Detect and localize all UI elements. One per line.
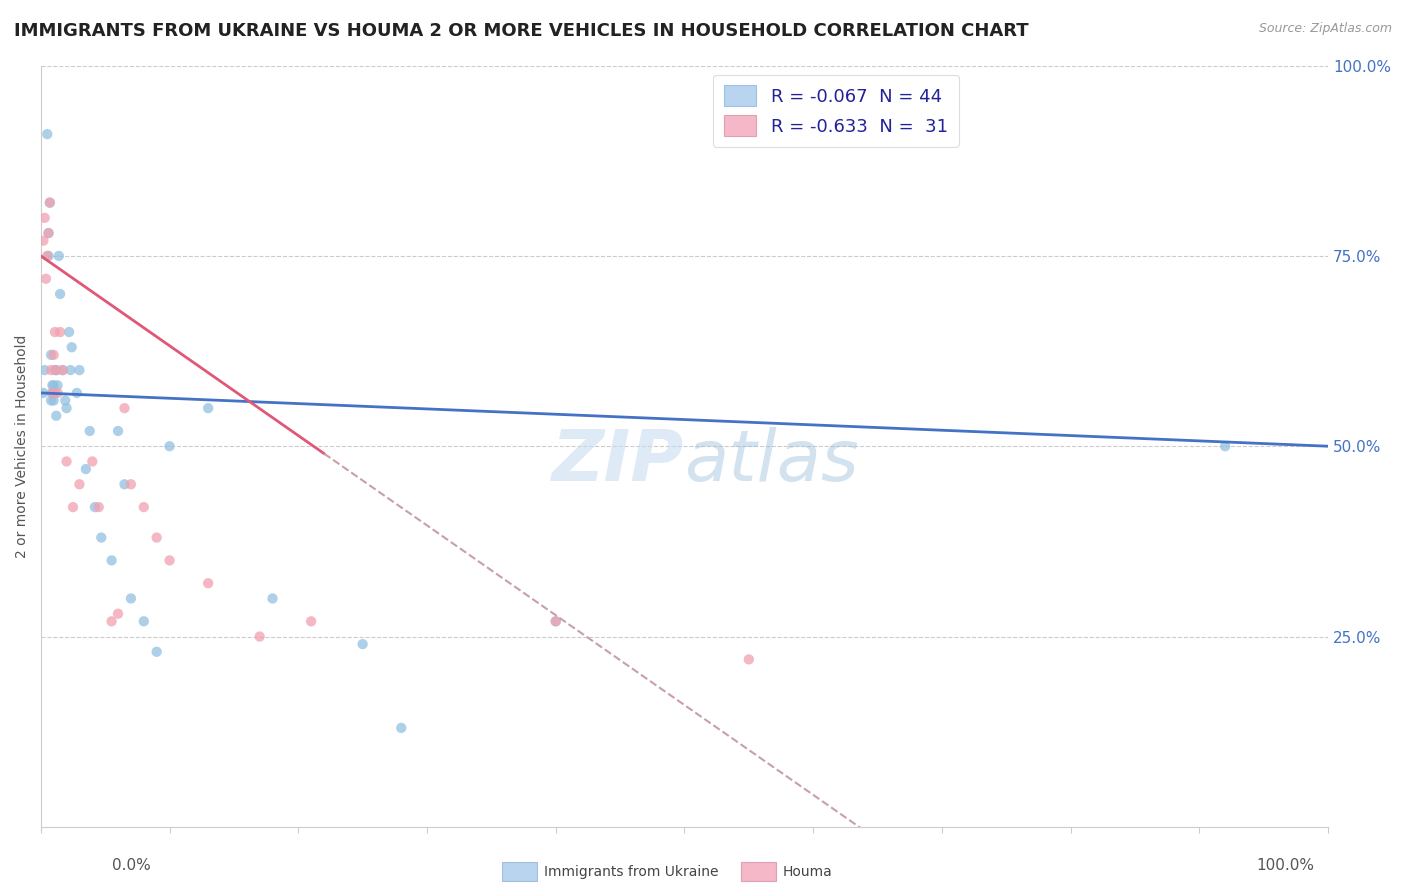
Point: [41, 386, 63, 401]
Point: [114, 477, 136, 491]
Text: Houma: Houma: [783, 865, 832, 880]
Point: [44, 363, 66, 377]
Point: [120, 591, 142, 606]
Point: [37, 127, 59, 141]
Point: [44, 386, 66, 401]
Point: [299, 615, 322, 629]
Point: [120, 477, 142, 491]
Point: [59, 363, 82, 377]
Point: [145, 531, 167, 545]
Point: [34, 211, 56, 225]
Point: [32, 386, 55, 401]
Point: [45, 363, 67, 377]
Point: [42, 378, 65, 392]
Point: [262, 591, 284, 606]
Point: [132, 500, 155, 515]
Point: [67, 477, 90, 491]
Point: [544, 615, 567, 629]
Point: [132, 615, 155, 629]
Point: [34, 363, 56, 377]
Legend: R = -0.067  N = 44, R = -0.633  N =  31: R = -0.067 N = 44, R = -0.633 N = 31: [713, 75, 959, 147]
Point: [55, 454, 77, 468]
Point: [45, 409, 67, 423]
Point: [39, 348, 62, 362]
Point: [197, 401, 219, 416]
Text: atlas: atlas: [685, 427, 859, 496]
Point: [90, 531, 112, 545]
Text: IMMIGRANTS FROM UKRAINE VS HOUMA 2 OR MORE VEHICLES IN HOUSEHOLD CORRELATION CHA: IMMIGRANTS FROM UKRAINE VS HOUMA 2 OR MO…: [14, 22, 1029, 40]
Point: [39, 363, 62, 377]
Point: [79, 424, 101, 438]
Point: [52, 363, 75, 377]
Point: [107, 424, 129, 438]
Point: [87, 500, 110, 515]
Point: [1213, 439, 1236, 453]
Point: [45, 363, 67, 377]
Point: [55, 401, 77, 416]
Point: [544, 615, 567, 629]
Point: [32, 234, 55, 248]
Point: [249, 630, 271, 644]
Point: [197, 576, 219, 591]
Point: [38, 195, 60, 210]
Point: [352, 637, 374, 651]
Text: ZIP: ZIP: [553, 427, 685, 496]
Point: [52, 363, 75, 377]
Point: [38, 226, 60, 240]
Point: [58, 325, 80, 339]
Point: [62, 500, 84, 515]
Text: Immigrants from Ukraine: Immigrants from Ukraine: [544, 865, 718, 880]
Point: [37, 249, 59, 263]
Point: [38, 195, 60, 210]
Point: [53, 393, 76, 408]
Point: [48, 249, 70, 263]
Point: [42, 348, 65, 362]
Point: [107, 607, 129, 621]
Point: [67, 363, 90, 377]
Point: [46, 386, 69, 401]
Text: Source: ZipAtlas.com: Source: ZipAtlas.com: [1258, 22, 1392, 36]
Point: [145, 645, 167, 659]
Point: [159, 553, 181, 567]
Point: [159, 439, 181, 453]
Point: [60, 340, 83, 354]
Text: 0.0%: 0.0%: [112, 858, 152, 872]
Point: [44, 325, 66, 339]
Point: [738, 652, 761, 666]
Point: [100, 615, 122, 629]
Point: [66, 386, 89, 401]
Point: [38, 226, 60, 240]
Point: [39, 393, 62, 408]
Point: [41, 378, 63, 392]
Point: [100, 553, 122, 567]
Point: [49, 287, 72, 301]
Point: [83, 500, 105, 515]
Point: [38, 249, 60, 263]
Y-axis label: 2 or more Vehicles in Household: 2 or more Vehicles in Household: [15, 334, 30, 558]
Point: [75, 462, 97, 476]
Point: [389, 721, 412, 735]
Point: [114, 401, 136, 416]
Point: [82, 454, 104, 468]
Point: [49, 325, 72, 339]
Point: [42, 393, 65, 408]
Point: [35, 271, 58, 285]
Text: 100.0%: 100.0%: [1257, 858, 1315, 872]
Point: [46, 378, 69, 392]
Point: [41, 386, 63, 401]
